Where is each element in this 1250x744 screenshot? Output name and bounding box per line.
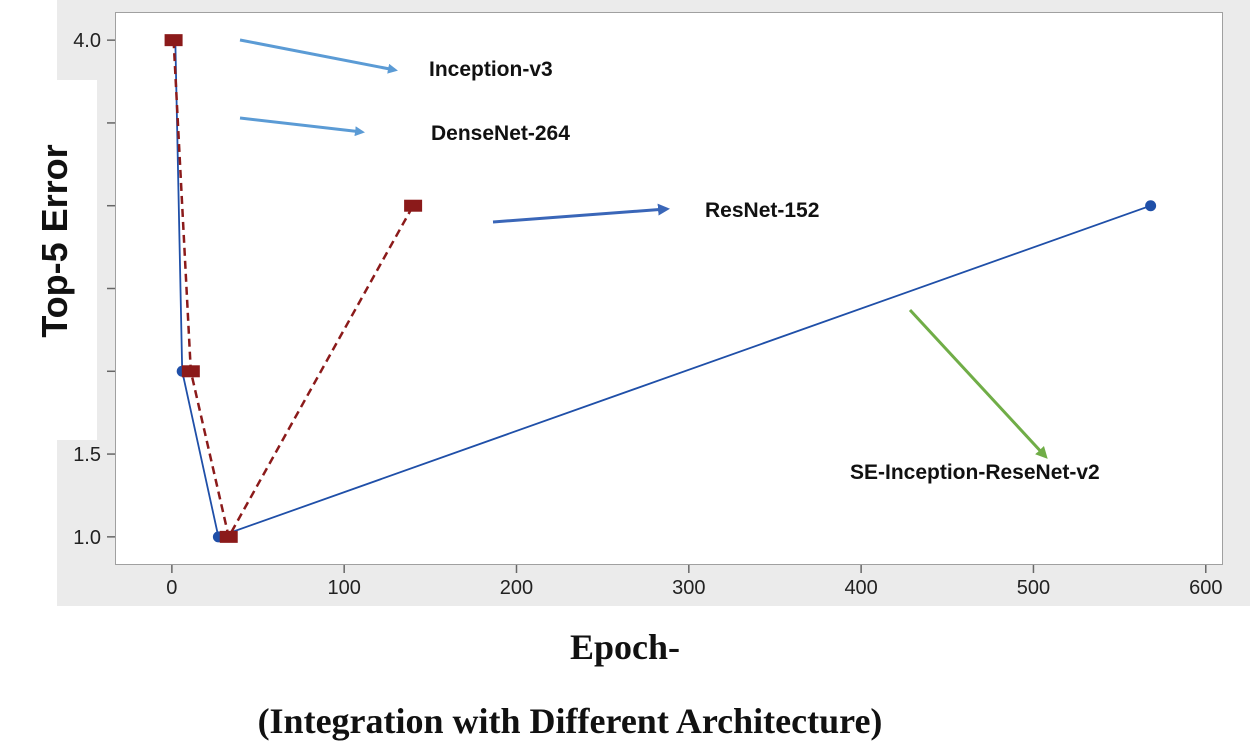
annotation-layer: Inception-v3 DenseNet-264 ResNet-152 SE-… xyxy=(239,38,1100,484)
annotation-arrow-inception xyxy=(239,38,398,74)
figure-caption: (Integration with Different Architecture… xyxy=(257,701,883,741)
annotation-arrow-resnet xyxy=(492,203,670,224)
series-2-point-1 xyxy=(181,365,200,378)
y-tick-label-0: 4.0 xyxy=(73,30,101,52)
annotation-arrow-densenet xyxy=(239,116,365,137)
y-tick-label-1: 1.5 xyxy=(73,444,101,466)
x-tick-label-3: 300 xyxy=(672,577,705,599)
series-layer xyxy=(164,34,1157,543)
series-2-point-2 xyxy=(219,530,238,543)
x-axis-label: Epoch- xyxy=(569,627,681,667)
x-tick-label-0: 0 xyxy=(166,577,177,599)
series-1-point-3 xyxy=(1145,200,1157,212)
y-tick-label-2: 1.0 xyxy=(73,527,101,549)
series-2-point-0 xyxy=(164,34,183,47)
annotation-densenet-264: DenseNet-264 xyxy=(431,122,570,145)
series-1-line xyxy=(174,40,1151,539)
plot-area xyxy=(115,12,1223,565)
x-tick-label-6: 600 xyxy=(1189,577,1222,599)
annotation-inception-v3: Inception-v3 xyxy=(429,58,553,81)
plot-background-patch xyxy=(57,80,97,440)
x-tick-label-1: 100 xyxy=(327,577,360,599)
series-2-point-3 xyxy=(404,199,423,212)
axes-layer: 0 100 200 300 400 500 600 4.0 1.5 1.0 xyxy=(73,30,1222,599)
x-tick-label-5: 500 xyxy=(1017,577,1050,599)
annotation-arrow-se-inception xyxy=(908,308,1048,459)
annotation-se-inception-resenet-v2: SE-Inception-ReseNet-v2 xyxy=(850,461,1100,484)
annotation-resnet-152: ResNet-152 xyxy=(705,199,819,222)
x-tick-label-4: 400 xyxy=(844,577,877,599)
y-axis-label: Top-5 Error xyxy=(34,144,75,338)
series-2-line xyxy=(172,40,415,541)
x-tick-label-2: 200 xyxy=(500,577,533,599)
